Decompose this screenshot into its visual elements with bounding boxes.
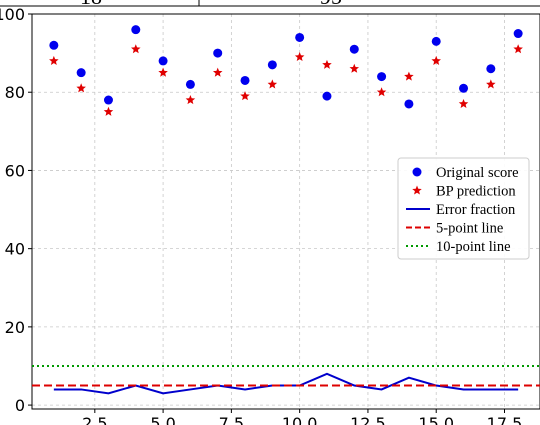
original-score-point (213, 48, 223, 58)
original-score-point (158, 56, 168, 66)
tick-layer: 2.5 5.0 7.5 10.0 12.5 15.0 17.5 0 20 40 60 80 100 (0, 5, 522, 425)
bp-prediction-point (240, 91, 250, 101)
bp-prediction-point (404, 71, 414, 81)
bp-prediction-point (349, 63, 360, 73)
y-tick-label: 60 (5, 161, 25, 180)
legend: Original score BP prediction Error fractio… (397, 157, 530, 260)
original-score-point (431, 36, 441, 46)
legend-box (397, 157, 530, 260)
original-score-point (131, 25, 141, 35)
original-score-point (103, 95, 113, 105)
bp-prediction-point (212, 67, 223, 77)
original-score-point (513, 29, 523, 39)
cutoff-header-right: 95 (320, 0, 342, 9)
axes (31, 13, 540, 410)
legend-handle-bp-prediction (412, 185, 422, 195)
bp-prediction-point (131, 44, 141, 54)
bp-prediction-point (486, 79, 496, 89)
bp-prediction-point (294, 52, 305, 62)
y-tick-label: 0 (15, 396, 25, 415)
legend-label: Error fraction (436, 202, 516, 218)
original-score-point (295, 32, 305, 42)
original-score-point (349, 44, 359, 54)
bp-prediction-point (49, 55, 59, 65)
y-tick-label: 80 (5, 83, 25, 102)
bp-prediction-point (185, 95, 196, 105)
original-score-point (322, 91, 332, 101)
legend-label: 10-point line (436, 239, 511, 255)
x-tick-label: 15.0 (418, 414, 454, 425)
x-tick-label: 10.0 (282, 414, 318, 425)
cutoff-header-left: 18 (80, 0, 102, 9)
legend-label: Original score (436, 165, 519, 181)
original-score-point (240, 75, 250, 85)
bp-prediction-point (267, 79, 278, 89)
y-tick-label: 100 (0, 5, 25, 24)
original-score-point (76, 68, 86, 78)
legend-label: 5-point line (436, 221, 503, 237)
original-score-point (267, 60, 277, 70)
x-tick-label: 5.0 (150, 414, 175, 425)
original-score-point (377, 72, 387, 82)
series-layer (32, 25, 540, 395)
legend-label: BP prediction (436, 184, 516, 200)
cutoff-header: 18 95 (0, 0, 540, 9)
y-tick-label: 40 (5, 240, 25, 259)
original-score-point (185, 79, 195, 89)
bp-prediction-point (376, 87, 387, 97)
original-score-point (459, 83, 469, 93)
x-tick-label: 2.5 (82, 414, 107, 425)
original-score-point (486, 64, 496, 74)
original-score-point (404, 99, 414, 109)
plot-frame (31, 13, 540, 410)
original-score-point (49, 40, 59, 50)
bp-prediction-point (431, 55, 441, 65)
error-fraction-line (53, 372, 519, 395)
bp-prediction-point (76, 83, 86, 93)
bp-prediction-point (513, 44, 523, 54)
y-tick-label: 20 (5, 318, 25, 337)
x-tick-label: 17.5 (487, 414, 523, 425)
bp-prediction-point (158, 67, 168, 77)
bp-prediction-point (322, 59, 332, 69)
legend-handle-original-score (412, 167, 422, 177)
x-tick-label: 7.5 (219, 414, 244, 425)
bp-prediction-point (458, 98, 469, 108)
x-tick-label: 12.5 (350, 414, 386, 425)
bp-prediction-point (103, 106, 114, 116)
